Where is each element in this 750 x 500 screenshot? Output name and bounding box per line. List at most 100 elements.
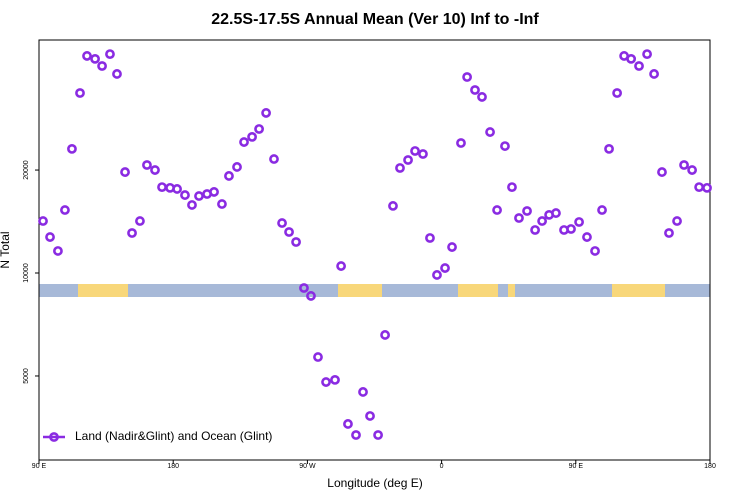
data-point <box>388 201 398 211</box>
data-point <box>395 163 405 173</box>
legend-label: Land (Nadir&Glint) and Ocean (Glint) <box>75 429 272 443</box>
data-point <box>90 53 100 64</box>
data-point <box>313 352 323 362</box>
data-point <box>403 155 413 165</box>
data-point <box>702 182 712 193</box>
data-point <box>75 88 85 98</box>
data-point <box>634 61 644 71</box>
x-tick-label: 0 <box>440 463 444 470</box>
data-point <box>574 217 584 227</box>
data-point <box>477 92 487 102</box>
data-point <box>269 154 279 164</box>
data-point <box>566 224 576 234</box>
data-point <box>657 167 667 177</box>
data-point <box>224 171 234 181</box>
data-point <box>425 233 435 243</box>
data-point <box>432 270 442 280</box>
legend-marker <box>49 432 59 442</box>
land-band <box>78 284 128 297</box>
data-point <box>664 228 674 238</box>
data-point <box>261 108 271 118</box>
data-point <box>582 232 592 242</box>
x-axis-label: Longitude (deg E) <box>327 476 422 490</box>
data-point <box>358 387 368 397</box>
data-point <box>254 124 264 134</box>
chart-title: 22.5S-17.5S Annual Mean (Ver 10) Inf to … <box>211 11 539 28</box>
data-point <box>232 162 242 172</box>
data-point <box>373 430 383 440</box>
data-point <box>306 291 316 301</box>
data-point <box>135 216 145 226</box>
data-point <box>247 132 257 142</box>
data-point <box>127 228 137 238</box>
data-point <box>330 374 340 385</box>
data-point <box>112 69 122 79</box>
data-point <box>679 160 689 170</box>
data-point <box>336 261 346 271</box>
data-point <box>694 182 705 193</box>
data-point <box>551 208 561 218</box>
data-point <box>604 143 614 154</box>
data-point <box>120 167 130 177</box>
data-point <box>530 225 540 235</box>
data-point <box>150 165 160 175</box>
data-point <box>537 216 548 226</box>
y-tick-label: 10000 <box>23 263 30 283</box>
data-point <box>590 246 600 256</box>
x-tick-label: 90 E <box>569 463 584 470</box>
data-point <box>157 182 167 193</box>
data-point <box>440 263 450 273</box>
data-point <box>447 242 457 252</box>
data-point <box>105 49 115 60</box>
data-point <box>410 146 420 156</box>
data-point <box>284 227 294 237</box>
plot-frame <box>38 39 711 461</box>
data-point <box>626 53 637 64</box>
data-point <box>351 430 361 440</box>
data-point <box>217 199 227 209</box>
data-point <box>500 141 510 151</box>
data-point <box>470 85 480 95</box>
data-point <box>60 205 70 215</box>
data-point <box>299 283 309 293</box>
data-point <box>649 69 659 79</box>
land-band <box>612 284 665 297</box>
data-point <box>45 232 55 242</box>
data-point <box>597 205 607 215</box>
data-point <box>239 137 249 147</box>
x-tick-label: 90 W <box>299 463 316 470</box>
x-tick-label: 180 <box>167 463 179 470</box>
land-band <box>508 284 515 297</box>
data-point <box>194 191 204 201</box>
data-point <box>53 246 63 256</box>
data-point <box>291 237 301 247</box>
data-point <box>97 61 107 71</box>
data-point <box>365 411 375 421</box>
data-point <box>687 165 698 175</box>
data-point <box>462 72 472 82</box>
data-point <box>277 218 287 228</box>
data-point <box>380 330 390 340</box>
data-point <box>456 138 466 148</box>
land-band <box>338 284 382 297</box>
data-point <box>38 216 48 226</box>
data-point <box>485 127 495 137</box>
data-point <box>187 200 197 210</box>
data-point <box>82 51 92 61</box>
data-point <box>67 143 77 154</box>
land-band <box>458 284 498 297</box>
data-point <box>172 184 182 194</box>
data-point <box>142 160 152 170</box>
data-point <box>343 419 353 429</box>
x-tick-label: 90 E <box>32 463 47 470</box>
data-point <box>514 213 524 223</box>
land-strip <box>39 284 710 297</box>
data-point <box>209 187 219 197</box>
data-point <box>672 216 682 226</box>
data-point <box>507 182 517 193</box>
data-point <box>642 49 652 60</box>
x-tick-label: 180 <box>704 463 716 470</box>
data-point <box>180 190 190 200</box>
